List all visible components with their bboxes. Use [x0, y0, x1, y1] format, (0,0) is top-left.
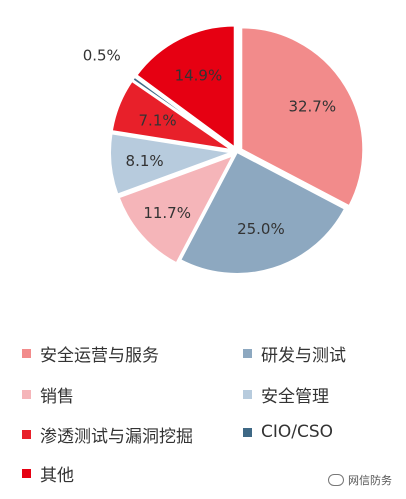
slice-value-label: 11.7%: [143, 204, 191, 222]
slice-value-label: 14.9%: [175, 67, 223, 85]
legend-item: 销售: [22, 382, 74, 407]
legend-label: 其他: [40, 466, 74, 486]
pie-slice: [131, 75, 234, 150]
slice-value-label: 7.1%: [139, 111, 177, 129]
legend-swatch: [22, 349, 31, 358]
pie-slice: [135, 24, 236, 150]
legend-swatch: [22, 469, 31, 478]
legend-swatch: [243, 427, 252, 437]
legend-label: 安全管理: [261, 387, 329, 407]
legend-label: 研发与测试: [261, 346, 346, 366]
legend-item: 其他: [22, 461, 74, 486]
slice-value-label: 0.5%: [83, 47, 121, 65]
pie-slice: [110, 79, 233, 152]
wechat-logo-icon: [328, 474, 344, 486]
legend-item: 研发与测试: [243, 341, 346, 366]
legend-item: 渗透测试与漏洞挖掘: [22, 422, 193, 447]
pie-chart: 32.7% 25.0% 11.7% 8.1% 7.1% 0.5% 14.9%: [83, 24, 365, 275]
pie-slice: [240, 26, 365, 208]
pie-slice: [117, 153, 236, 265]
pie-slice: [178, 150, 347, 275]
watermark-text: 网信防务: [348, 474, 392, 487]
legend-label: 销售: [40, 387, 74, 407]
pie-slice: [109, 132, 236, 196]
legend-swatch: [243, 349, 252, 358]
slice-value-label: 32.7%: [288, 98, 336, 116]
legend-label: CIO/CSO: [261, 422, 334, 442]
legend-item: 安全运营与服务: [22, 341, 159, 366]
legend-item: CIO/CSO: [243, 422, 333, 442]
slice-value-label: 25.0%: [237, 220, 285, 238]
legend-swatch: [22, 390, 31, 399]
legend-swatch: [22, 430, 31, 439]
legend-swatch: [243, 390, 252, 399]
watermark: 网信防务: [328, 472, 392, 488]
legend-label: 渗透测试与漏洞挖掘: [40, 427, 193, 447]
legend-item: 安全管理: [243, 382, 329, 407]
legend-label: 安全运营与服务: [40, 346, 159, 366]
slice-value-label: 8.1%: [126, 152, 164, 170]
